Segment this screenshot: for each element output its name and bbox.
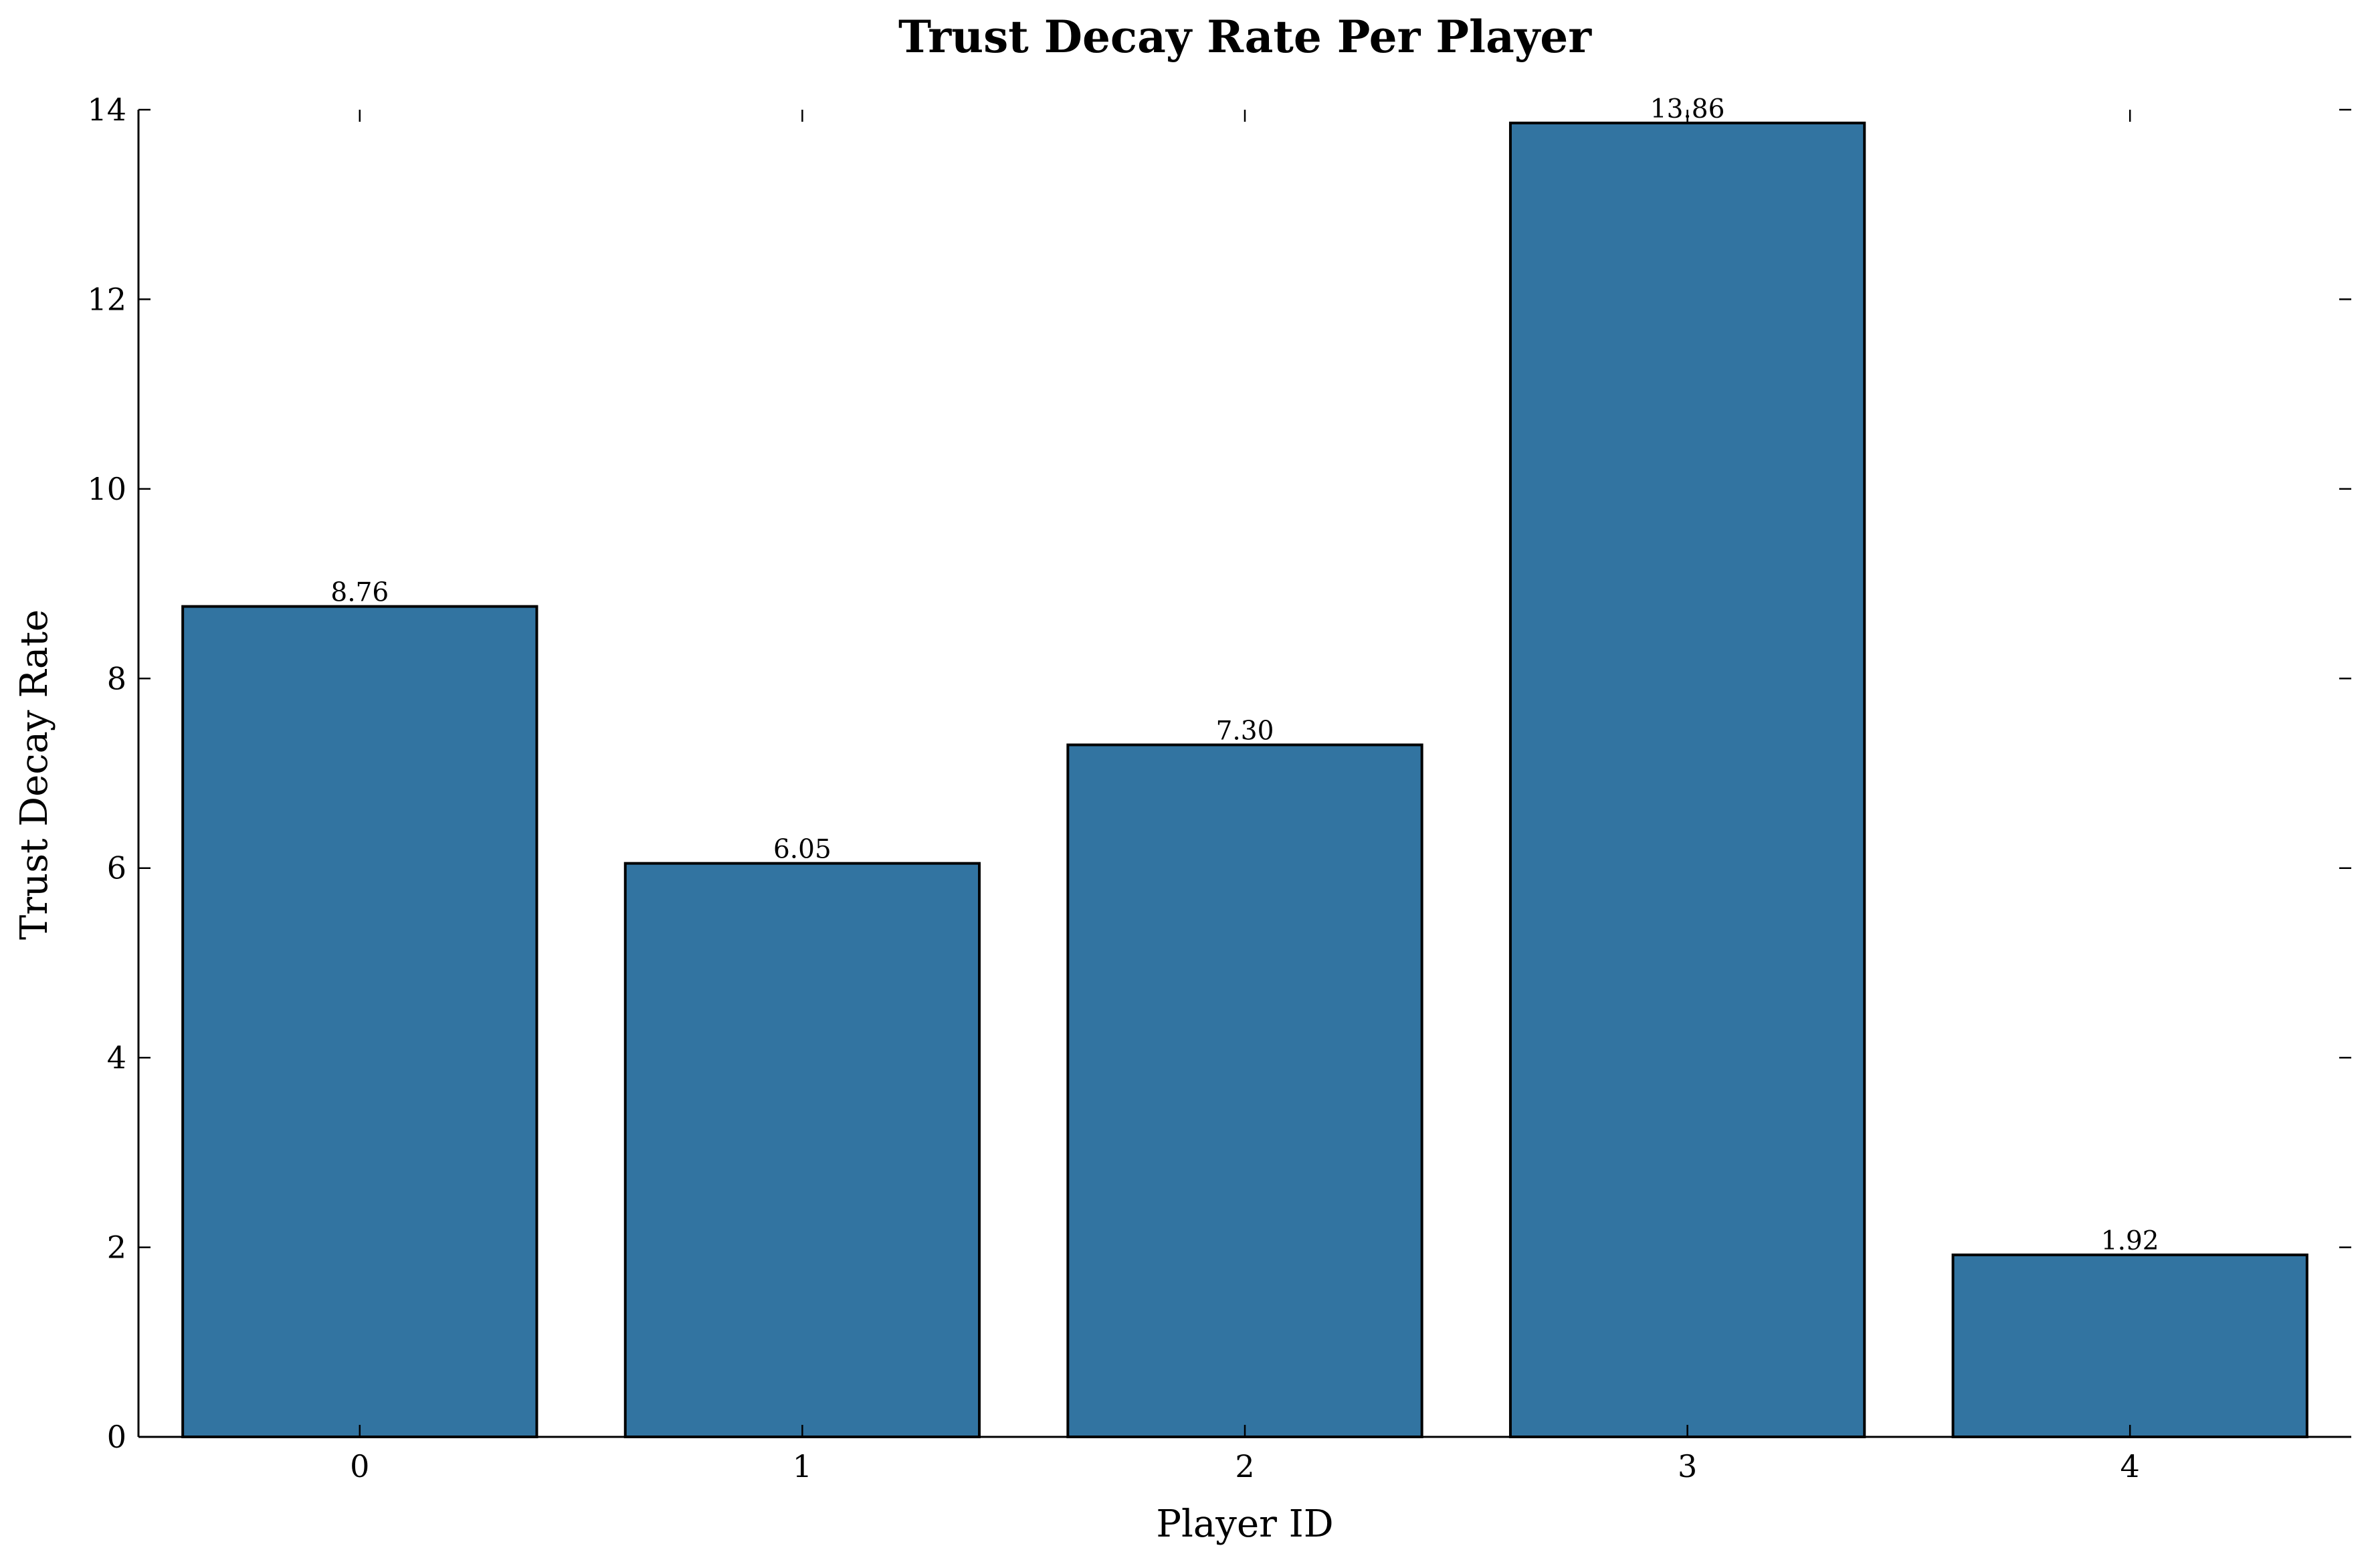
y-tick-label: 12 xyxy=(87,281,126,317)
bar-player-0 xyxy=(181,605,538,1438)
y-tick-label: 10 xyxy=(87,471,126,507)
x-tick-label: 0 xyxy=(350,1448,369,1484)
y-tick-label: 0 xyxy=(107,1419,126,1455)
x-axis-title: Player ID xyxy=(1156,1502,1333,1546)
y-axis: 0 2 4 6 8 10 12 14 xyxy=(87,92,151,1455)
y-axis-title: Trust Decay Rate xyxy=(13,609,56,940)
top-axis-ticks xyxy=(359,110,2131,122)
bars-layer xyxy=(181,121,2308,1439)
x-tick-label: 1 xyxy=(793,1448,812,1484)
bar-player-3 xyxy=(1508,121,1866,1439)
bar-player-1 xyxy=(623,862,981,1438)
x-tick-label: 2 xyxy=(1235,1448,1254,1484)
chart-title: Trust Decay Rate Per Player xyxy=(898,11,1592,63)
x-tick-label: 4 xyxy=(2120,1448,2140,1484)
y-tick-label: 2 xyxy=(107,1230,126,1266)
x-tick-label: 3 xyxy=(1678,1448,1697,1484)
bar-player-4 xyxy=(1951,1253,2308,1438)
bar-value-label: 6.05 xyxy=(773,835,831,865)
bar-value-label: 1.92 xyxy=(2101,1226,2159,1256)
y-tick-label: 8 xyxy=(107,660,126,696)
x-axis: 0 1 2 3 4 xyxy=(138,1425,2351,1484)
right-axis-ticks xyxy=(2339,108,2351,1438)
bar-value-label: 7.30 xyxy=(1216,716,1274,746)
bar-player-2 xyxy=(1066,743,1423,1438)
y-tick-label: 14 xyxy=(87,92,126,128)
y-tick-label: 4 xyxy=(107,1040,126,1076)
y-tick-label: 6 xyxy=(107,850,126,886)
bar-value-label: 8.76 xyxy=(330,578,389,608)
